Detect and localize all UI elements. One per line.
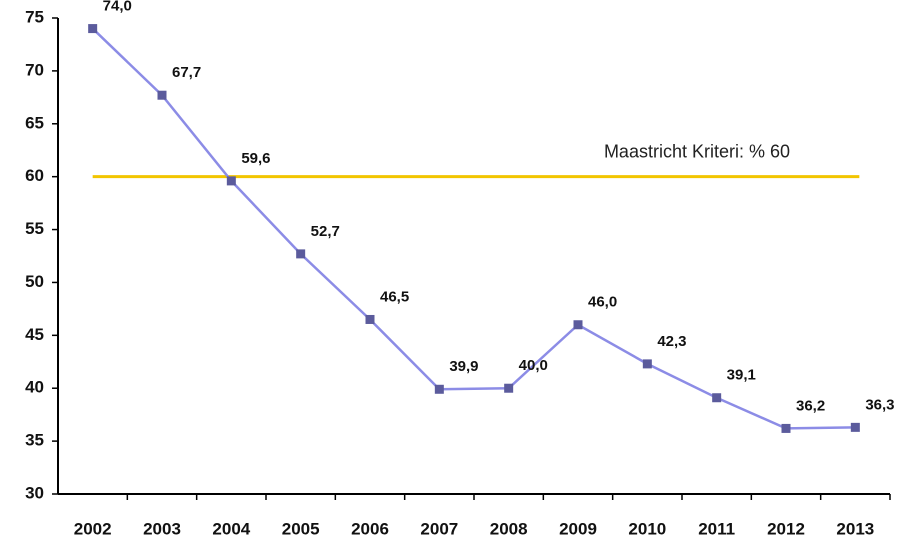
data-label: 46,0 [588, 294, 617, 311]
x-tick-label: 2013 [836, 519, 874, 538]
y-tick-label: 40 [25, 378, 44, 397]
data-label: 42,3 [657, 333, 686, 350]
x-tick-label: 2006 [351, 519, 389, 538]
y-tick-label: 30 [25, 483, 44, 502]
x-tick-label: 2007 [420, 519, 458, 538]
y-tick-label: 65 [25, 113, 44, 132]
data-label: 36,2 [796, 397, 825, 414]
y-tick-label: 70 [25, 60, 44, 79]
x-tick-label: 2011 [698, 519, 735, 538]
data-label: 52,7 [311, 223, 340, 240]
data-point [504, 383, 514, 393]
x-tick-label: 2002 [74, 519, 112, 538]
data-point [642, 359, 652, 369]
y-tick-label: 45 [25, 325, 44, 344]
x-tick-label: 2008 [490, 519, 528, 538]
data-point [365, 314, 375, 324]
data-point [781, 423, 791, 433]
y-tick-label: 35 [25, 431, 44, 450]
x-tick-label: 2005 [282, 519, 320, 538]
data-label: 74,0 [103, 0, 132, 15]
y-tick-label: 60 [25, 166, 44, 185]
y-tick-label: 50 [25, 272, 44, 291]
data-label: 40,0 [519, 357, 548, 374]
data-point [296, 249, 306, 259]
series-line [91, 27, 856, 430]
data-point [226, 176, 236, 186]
x-tick-label: 2012 [767, 519, 805, 538]
x-tick-label: 2010 [628, 519, 666, 538]
data-point [850, 422, 860, 432]
data-label: 36,3 [865, 396, 894, 413]
data-label: 39,9 [449, 358, 478, 375]
data-point [157, 90, 167, 100]
x-tick-label: 2009 [559, 519, 597, 538]
y-tick-label: 75 [25, 7, 44, 26]
data-point [573, 320, 583, 330]
data-label: 46,5 [380, 288, 409, 305]
data-point [434, 384, 444, 394]
data-point [88, 24, 98, 34]
reference-label: Maastricht Kriteri: % 60 [604, 141, 790, 161]
y-tick-label: 55 [25, 219, 44, 238]
data-label: 39,1 [727, 367, 756, 384]
x-tick-label: 2004 [212, 519, 250, 538]
data-label: 67,7 [172, 64, 201, 81]
x-tick-label: 2003 [143, 519, 181, 538]
data-label: 59,6 [241, 150, 270, 167]
data-point [712, 393, 722, 403]
